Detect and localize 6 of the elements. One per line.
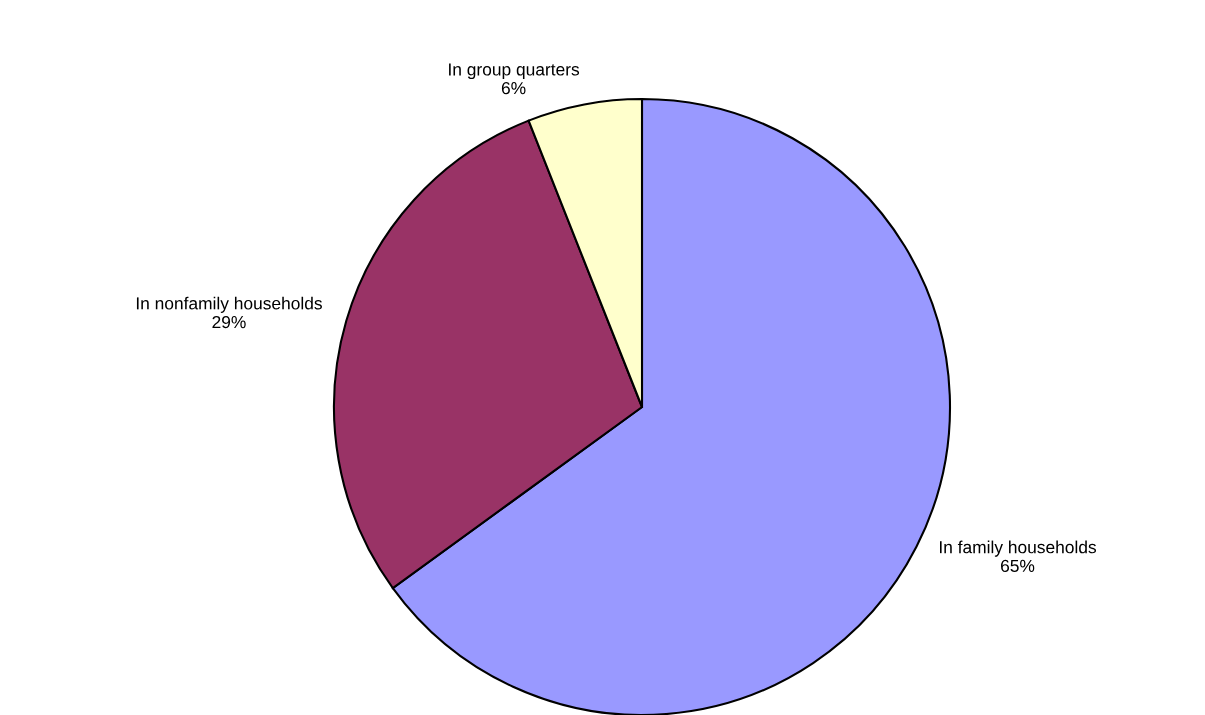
data-label: 6% xyxy=(501,81,526,95)
data-label: 65% xyxy=(1001,559,1035,573)
slice-label: In family households xyxy=(939,540,1097,557)
data-label: 29% xyxy=(212,315,246,329)
slice-label: In nonfamily households xyxy=(136,296,322,313)
slice-label: In group quarters xyxy=(449,63,580,79)
